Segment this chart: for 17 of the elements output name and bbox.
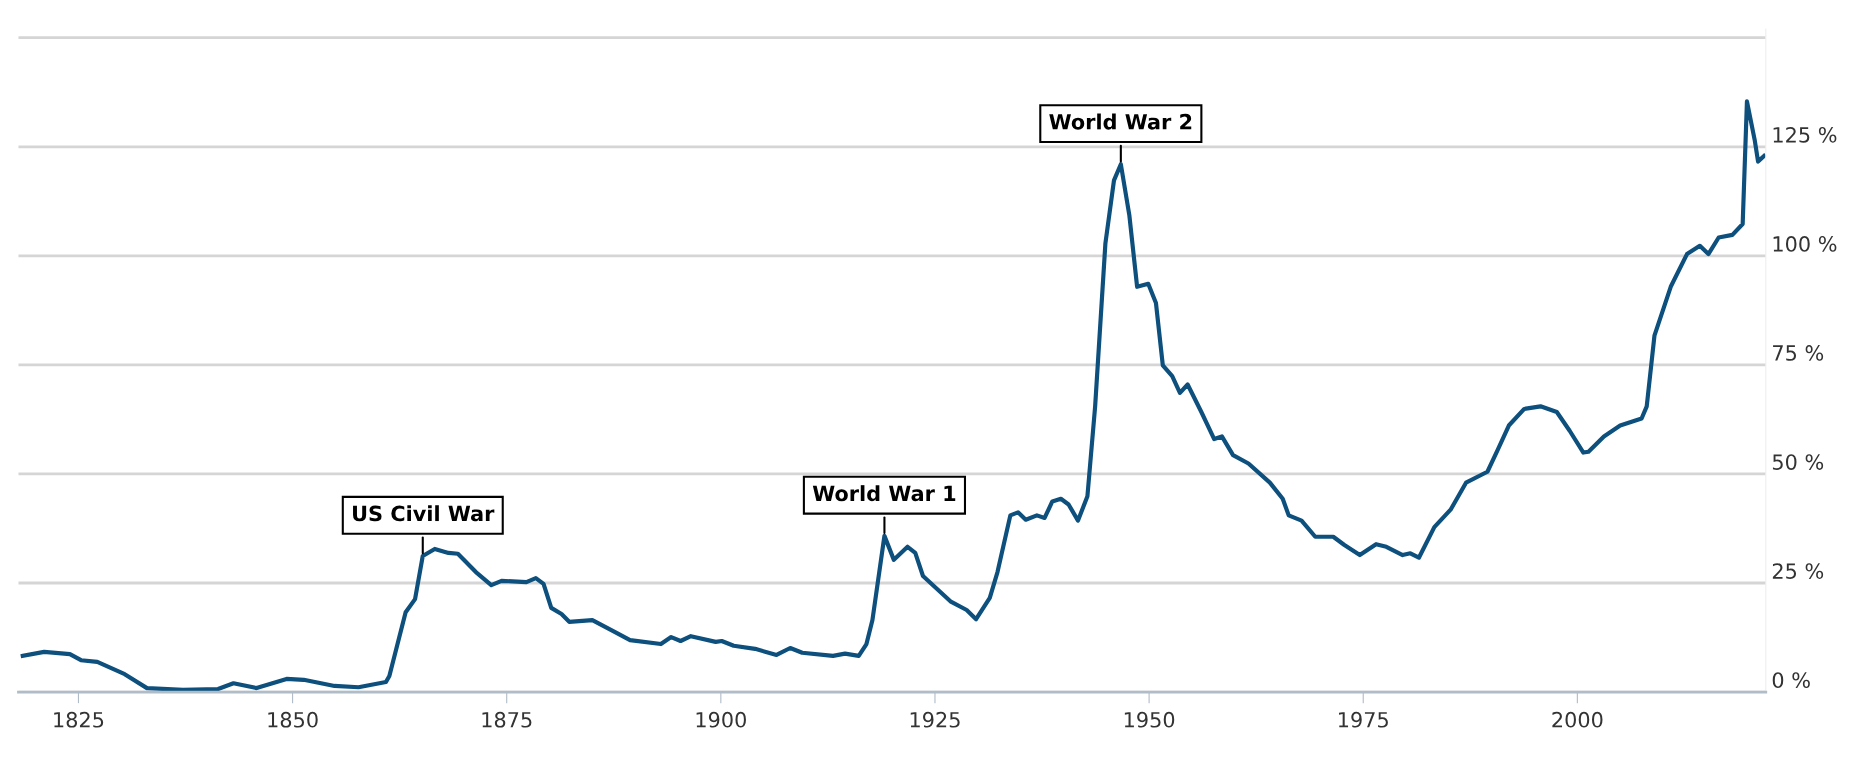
y-tick-label: 125 %: [1773, 126, 1837, 143]
annotation: US Civil War: [353, 505, 495, 522]
y-tick-label: 75 %: [1773, 345, 1824, 361]
x-tick-label: 1925: [910, 711, 960, 728]
y-tick-label: 25 %: [1772, 563, 1824, 579]
y-tick-label: 100 %: [1773, 236, 1837, 252]
annotation: World War 1: [812, 485, 956, 502]
x-tick-label: 1900: [696, 711, 746, 728]
x-tick-label: 1850: [268, 711, 318, 728]
x-tick-label: 1950: [1124, 711, 1175, 728]
x-tick-label: 1875: [482, 711, 532, 728]
annotation: World War 2: [1049, 113, 1192, 130]
y-tick-label: 50 %: [1772, 454, 1824, 470]
x-tick-label: 2000: [1552, 711, 1603, 728]
y-tick-label: 0 %: [1772, 672, 1810, 688]
x-tick-label: 1975: [1339, 711, 1388, 728]
x-tick-label: 1825: [54, 711, 104, 728]
